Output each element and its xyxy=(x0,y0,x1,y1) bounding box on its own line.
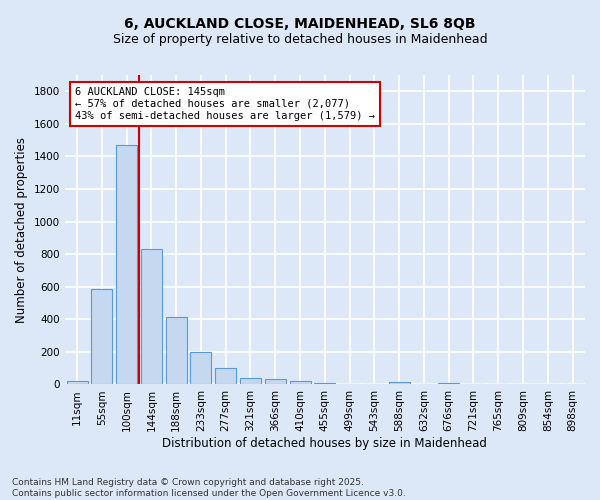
Bar xyxy=(290,381,311,384)
Text: 6, AUCKLAND CLOSE, MAIDENHEAD, SL6 8QB: 6, AUCKLAND CLOSE, MAIDENHEAD, SL6 8QB xyxy=(124,18,476,32)
Text: 6 AUCKLAND CLOSE: 145sqm
← 57% of detached houses are smaller (2,077)
43% of sem: 6 AUCKLAND CLOSE: 145sqm ← 57% of detach… xyxy=(75,88,375,120)
Bar xyxy=(141,250,162,384)
X-axis label: Distribution of detached houses by size in Maidenhead: Distribution of detached houses by size … xyxy=(163,437,487,450)
Bar xyxy=(240,378,261,384)
Y-axis label: Number of detached properties: Number of detached properties xyxy=(15,136,28,322)
Bar xyxy=(190,352,211,384)
Bar xyxy=(67,381,88,384)
Bar xyxy=(389,382,410,384)
Bar xyxy=(116,145,137,384)
Bar xyxy=(91,289,112,384)
Bar xyxy=(438,383,459,384)
Bar xyxy=(215,368,236,384)
Text: Contains HM Land Registry data © Crown copyright and database right 2025.
Contai: Contains HM Land Registry data © Crown c… xyxy=(12,478,406,498)
Bar xyxy=(314,383,335,384)
Text: Size of property relative to detached houses in Maidenhead: Size of property relative to detached ho… xyxy=(113,32,487,46)
Bar xyxy=(166,317,187,384)
Bar xyxy=(265,379,286,384)
